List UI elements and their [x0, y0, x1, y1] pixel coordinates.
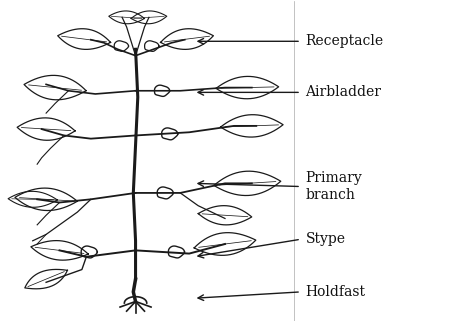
Text: Receptacle: Receptacle [306, 34, 383, 48]
Text: Holdfast: Holdfast [306, 285, 365, 299]
Text: Airbladder: Airbladder [306, 85, 382, 99]
Text: Primary
branch: Primary branch [306, 171, 362, 202]
Text: Stype: Stype [306, 232, 346, 246]
